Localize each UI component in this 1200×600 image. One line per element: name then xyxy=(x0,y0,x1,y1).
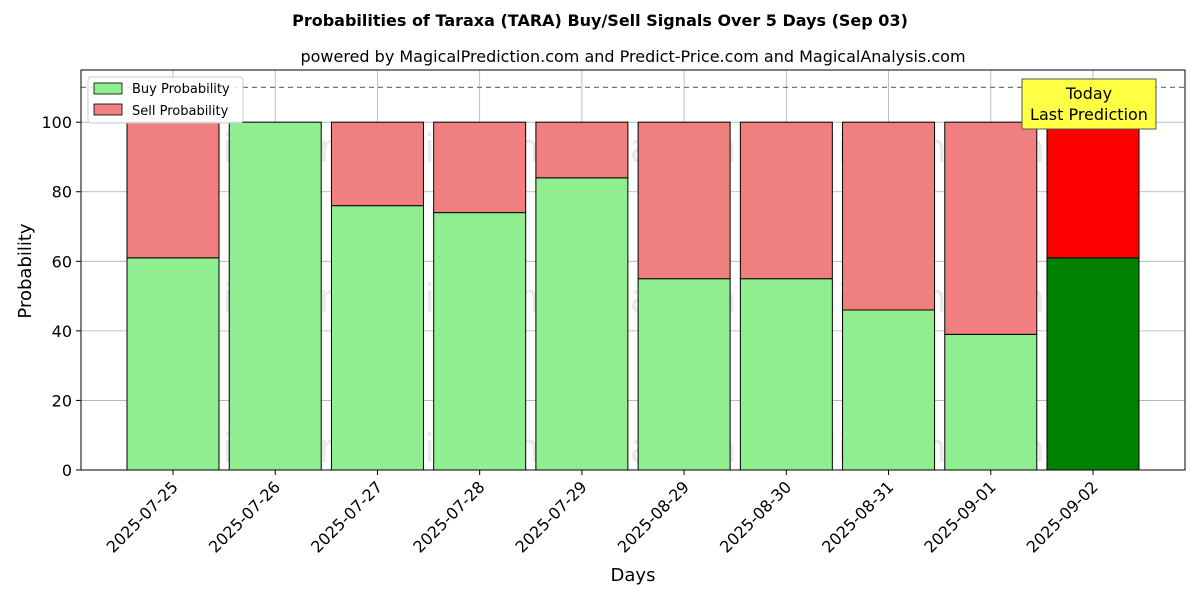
annotation-box xyxy=(1021,78,1157,130)
bar-sell xyxy=(433,121,527,214)
plot-area: MagicalAnalysis.comMagicalPrediction.com… xyxy=(41,69,1186,557)
bar-sell xyxy=(944,121,1038,335)
today-annotation: Today Last Prediction xyxy=(1021,78,1157,130)
bar-buy xyxy=(1046,257,1140,471)
x-tick-label: 2025-07-28 xyxy=(409,477,488,556)
annotation-line2: Last Prediction xyxy=(1030,105,1148,124)
y-axis-label: Probability xyxy=(15,223,36,318)
y-tick-label: 0 xyxy=(62,461,72,480)
y-tick-label: 40 xyxy=(52,322,72,341)
bars xyxy=(126,121,1140,471)
y-tick-label: 20 xyxy=(52,391,72,410)
bar-sell xyxy=(126,121,220,259)
bar-buy xyxy=(330,205,424,471)
bar-buy xyxy=(739,278,833,471)
x-tick-label: 2025-08-31 xyxy=(818,477,897,556)
bar-buy xyxy=(535,177,629,471)
legend: Buy Probability Sell Probability xyxy=(87,76,244,124)
bar-sell xyxy=(637,121,731,280)
x-tick-label: 2025-09-01 xyxy=(920,477,999,556)
x-tick-label: 2025-07-25 xyxy=(103,477,182,556)
annotation-line1: Today xyxy=(1065,84,1112,103)
plot-frame xyxy=(80,69,1186,471)
x-tick-label: 2025-07-26 xyxy=(205,477,284,556)
y-tick-label: 80 xyxy=(52,183,72,202)
legend-swatch-buy xyxy=(93,82,123,95)
bar-sell xyxy=(535,121,629,179)
bar-sell xyxy=(330,121,424,207)
legend-swatch-sell xyxy=(93,103,123,116)
x-tick-label: 2025-08-30 xyxy=(716,477,795,556)
legend-label-buy: Buy Probability xyxy=(132,82,230,97)
chart-subtitle: powered by MagicalPrediction.com and Pre… xyxy=(300,47,965,66)
x-ticks: 2025-07-25 2025-07-26 2025-07-27 2025-07-28… xyxy=(103,470,1102,557)
bar-buy xyxy=(637,278,731,471)
bar-buy xyxy=(944,333,1038,471)
legend-label-sell: Sell Probability xyxy=(132,104,229,119)
bar-sell xyxy=(739,121,833,280)
bar-sell xyxy=(842,121,936,311)
x-axis-label: Days xyxy=(611,565,656,586)
bar-buy xyxy=(228,121,322,471)
x-tick-label: 2025-09-02 xyxy=(1023,477,1102,556)
legend-box xyxy=(87,76,244,124)
y-ticks: 0 20 40 60 80 100 xyxy=(41,113,81,480)
x-tick-label: 2025-07-29 xyxy=(512,477,591,556)
bar-buy xyxy=(433,212,527,471)
y-tick-label: 60 xyxy=(52,252,72,271)
bar-buy xyxy=(126,257,220,471)
x-tick-label: 2025-07-27 xyxy=(307,477,386,556)
chart-title: Probabilities of Taraxa (TARA) Buy/Sell … xyxy=(292,11,908,30)
y-tick-label: 100 xyxy=(41,113,72,132)
x-tick-label: 2025-08-29 xyxy=(614,477,693,556)
bar-buy xyxy=(842,309,936,471)
bar-sell xyxy=(1046,121,1140,259)
